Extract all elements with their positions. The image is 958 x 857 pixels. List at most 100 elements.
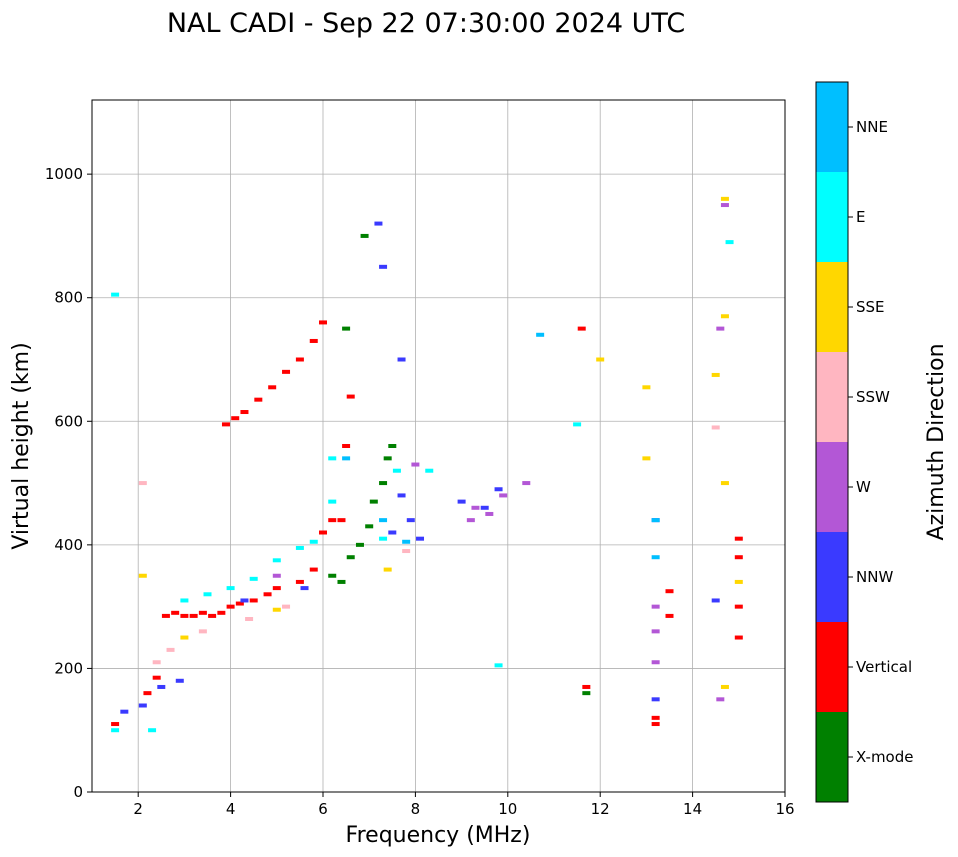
y-tick-label: 0 bbox=[73, 783, 83, 801]
data-point bbox=[245, 617, 254, 621]
data-point bbox=[138, 481, 147, 486]
data-point bbox=[494, 663, 503, 668]
data-point bbox=[240, 410, 249, 415]
data-point bbox=[651, 555, 660, 560]
colorbar-tick-label: W bbox=[856, 478, 871, 496]
data-point bbox=[282, 369, 291, 374]
data-point bbox=[138, 703, 147, 708]
data-point bbox=[734, 579, 743, 584]
colorbar-tick-label: X-mode bbox=[856, 748, 913, 766]
data-layer bbox=[111, 196, 743, 733]
data-point bbox=[480, 505, 489, 510]
data-point bbox=[665, 589, 674, 594]
colorbar: X-mode Vertical NNW W SSW SSE E NNE bbox=[815, 81, 913, 803]
data-point bbox=[226, 586, 235, 591]
data-point bbox=[402, 549, 411, 554]
series-x-mode bbox=[328, 233, 591, 696]
data-point bbox=[295, 579, 304, 584]
data-point bbox=[166, 647, 175, 652]
x-tick-label: 6 bbox=[318, 800, 328, 818]
data-point bbox=[651, 629, 660, 634]
data-point bbox=[226, 604, 235, 609]
data-point bbox=[596, 357, 605, 362]
data-point bbox=[161, 613, 170, 618]
colorbar-segment bbox=[816, 172, 848, 262]
x-tick-label: 16 bbox=[775, 800, 794, 818]
data-point bbox=[355, 542, 364, 547]
data-point bbox=[720, 314, 729, 319]
colorbar-tick-label: Vertical bbox=[856, 658, 912, 676]
data-point bbox=[300, 586, 309, 591]
data-point bbox=[720, 481, 729, 486]
data-point bbox=[235, 601, 244, 606]
data-point bbox=[254, 397, 263, 402]
colorbar-segment bbox=[816, 532, 848, 622]
data-point bbox=[522, 481, 531, 486]
x-tick-label: 12 bbox=[591, 800, 610, 818]
series-ssw bbox=[138, 425, 720, 665]
data-point bbox=[360, 233, 369, 238]
data-point bbox=[198, 610, 207, 615]
data-point bbox=[716, 697, 725, 702]
data-point bbox=[337, 579, 346, 584]
data-point bbox=[295, 357, 304, 362]
data-point bbox=[328, 573, 337, 578]
data-point bbox=[494, 487, 503, 492]
data-point bbox=[342, 444, 351, 448]
data-point bbox=[411, 462, 420, 467]
y-tick-label: 800 bbox=[54, 289, 83, 307]
data-point bbox=[734, 604, 743, 609]
y-tick-label: 1000 bbox=[45, 165, 83, 183]
colorbar-label: Azimuth Direction bbox=[924, 343, 949, 540]
series-w bbox=[272, 203, 729, 702]
data-point bbox=[272, 558, 281, 563]
data-point bbox=[379, 536, 388, 541]
series-e bbox=[111, 240, 734, 733]
x-axis: 2 4 6 8 10 12 14 16 bbox=[133, 792, 795, 818]
x-tick-label: 14 bbox=[683, 800, 702, 818]
data-point bbox=[337, 518, 346, 523]
data-point bbox=[582, 691, 591, 696]
data-point bbox=[240, 598, 249, 603]
data-point bbox=[720, 203, 729, 208]
data-point bbox=[379, 264, 388, 269]
y-tick-label: 600 bbox=[54, 412, 83, 430]
data-point bbox=[471, 505, 480, 510]
data-point bbox=[189, 613, 198, 618]
data-point bbox=[171, 610, 180, 615]
y-axis-label: Virtual height (km) bbox=[9, 342, 34, 549]
data-point bbox=[180, 635, 189, 640]
x-tick-label: 8 bbox=[411, 800, 421, 818]
data-point bbox=[309, 567, 318, 572]
data-point bbox=[175, 678, 184, 683]
data-point bbox=[342, 456, 351, 461]
data-point bbox=[383, 456, 392, 461]
data-point bbox=[725, 240, 734, 245]
plot-frame bbox=[91, 99, 786, 793]
data-point bbox=[217, 610, 226, 615]
data-point bbox=[249, 598, 258, 603]
data-point bbox=[120, 709, 129, 714]
data-point bbox=[295, 545, 304, 550]
colorbar-tick-label: NNW bbox=[856, 568, 893, 586]
data-point bbox=[111, 728, 120, 733]
data-point bbox=[263, 592, 272, 597]
data-point bbox=[397, 357, 406, 362]
grid bbox=[92, 100, 785, 792]
data-point bbox=[346, 555, 355, 560]
data-point bbox=[203, 592, 212, 597]
data-point bbox=[272, 607, 281, 612]
data-point bbox=[573, 422, 582, 427]
data-point bbox=[425, 468, 434, 473]
y-tick-label: 200 bbox=[54, 659, 83, 677]
data-point bbox=[379, 518, 388, 523]
data-point bbox=[111, 292, 120, 297]
data-point bbox=[143, 691, 152, 696]
data-point bbox=[577, 326, 586, 331]
data-point bbox=[346, 394, 355, 399]
data-point bbox=[716, 326, 725, 331]
data-point bbox=[249, 576, 258, 581]
data-point bbox=[379, 481, 388, 486]
colorbar-tick-label: SSE bbox=[856, 298, 885, 316]
